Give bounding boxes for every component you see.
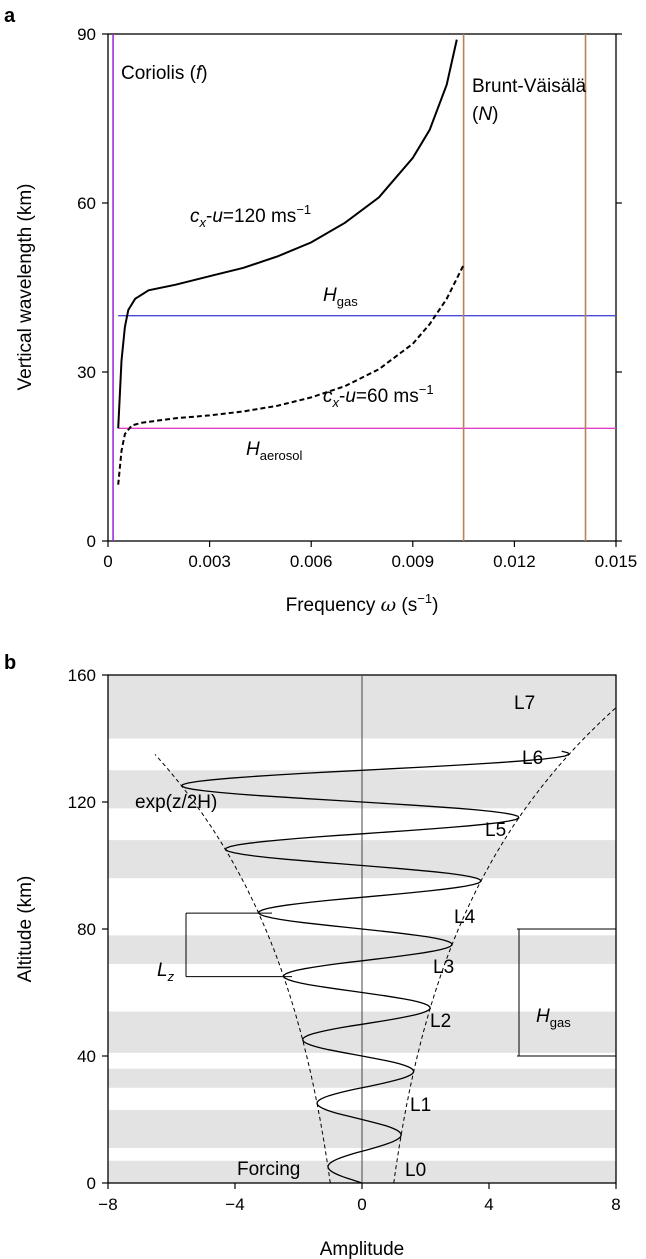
y-axis-label-a: Vertical wavelength (km) — [15, 184, 36, 391]
y-tick-label-a: 30 — [77, 363, 96, 382]
lz-label: Lz — [157, 960, 175, 984]
y-tick-label-b: 160 — [68, 666, 96, 685]
x-tick-label-b: −4 — [225, 1195, 244, 1214]
x-tick-label-a: 0.012 — [493, 552, 536, 571]
layer-label-l5: L5 — [485, 820, 506, 841]
layer-label-l6: L6 — [522, 748, 543, 769]
layer-label-l0: L0 — [405, 1160, 426, 1181]
y-tick-label-a: 0 — [87, 532, 96, 551]
series-cx-u-120 — [117, 39, 458, 429]
wave-line — [180, 750, 570, 1184]
y-tick-label-b: 0 — [87, 1174, 96, 1193]
x-tick-label-a: 0 — [103, 552, 112, 571]
panel-letter-a: a — [4, 5, 16, 27]
layer-label-l3: L3 — [433, 957, 454, 978]
h-gas-label-b: Hgas — [536, 1006, 571, 1030]
y-tick-label-a: 90 — [77, 25, 96, 44]
panel-a: a 0 0.003 0.006 0.009 0.012 0.015 0 30 60 90 Cori… — [4, 5, 637, 616]
x-tick-label-a: 0.015 — [595, 552, 638, 571]
layer-label-l2: L2 — [430, 1011, 451, 1032]
wave-curve — [180, 750, 570, 1184]
layer-label-l4: L4 — [454, 907, 476, 928]
vertical-reference-lines — [112, 34, 587, 541]
x-tick-label-b: 0 — [357, 1195, 366, 1214]
label-h-gas-a: Hgas — [323, 285, 358, 309]
label-cx-u-60: cx-u=60 ms−1 — [323, 382, 434, 410]
coriolis-label: Coriolis (f) — [121, 63, 208, 84]
layer-label-l7: L7 — [514, 693, 535, 714]
label-h-aerosol: Haerosol — [246, 439, 302, 463]
y-tick-label-b: 80 — [77, 920, 96, 939]
x-axis-label-b: Amplitude — [320, 1239, 405, 1259]
x-tick-label-a: 0.009 — [392, 552, 435, 571]
x-tick-label-b: 8 — [611, 1195, 620, 1214]
horizontal-reference-lines — [118, 314, 616, 430]
y-axis-label-b: Altitude (km) — [15, 876, 36, 983]
layer-labels: L0 L1 L2 L3 L4 L5 L6 L7 — [405, 693, 543, 1181]
brunt-vaisala-label: Brunt-Väisälä — [472, 76, 586, 97]
x-tick-label-a: 0.006 — [290, 552, 333, 571]
series-lines-a — [117, 39, 465, 485]
brunt-vaisala-symbol: (N) — [472, 104, 498, 125]
x-tick-label-b: −8 — [98, 1195, 117, 1214]
scale-markers — [185, 912, 616, 1057]
y-tick-label-b: 120 — [68, 793, 96, 812]
x-tick-label-b: 4 — [484, 1195, 493, 1214]
label-cx-u-120: cx-u=120 ms−1 — [190, 202, 311, 230]
x-axis-label-a: Frequency ω (s−1) — [286, 591, 439, 616]
series-cx-u-60 — [117, 264, 465, 485]
layer-label-l1: L1 — [410, 1095, 431, 1116]
forcing-label: Forcing — [237, 1159, 300, 1180]
axis-ticks-a: 0 0.003 0.006 0.009 0.012 0.015 0 30 60 90 — [77, 25, 637, 571]
envelope-left — [154, 754, 331, 1184]
panel-letter-b: b — [4, 652, 16, 674]
plot-frame-a — [107, 33, 617, 542]
y-tick-label-a: 60 — [77, 194, 96, 213]
envelope-label: exp(z/2H) — [135, 792, 217, 813]
x-tick-label-a: 0.003 — [188, 552, 231, 571]
y-tick-label-b: 40 — [77, 1047, 96, 1066]
